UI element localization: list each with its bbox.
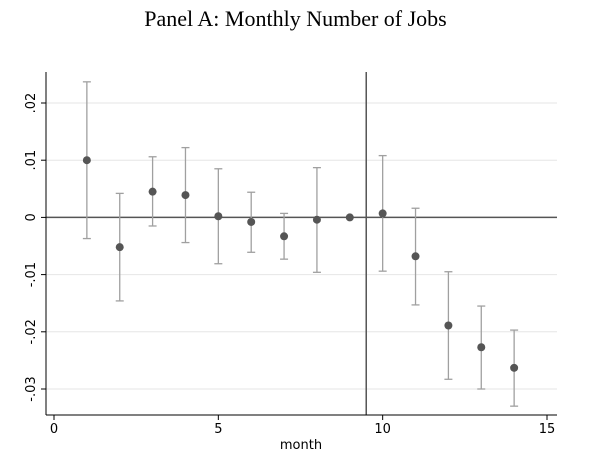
data-point xyxy=(444,321,453,330)
y-tick-label: .02 xyxy=(24,93,39,114)
error-bars xyxy=(82,81,519,407)
y-tick-label: -.03 xyxy=(24,376,39,401)
data-point xyxy=(247,217,256,226)
data-point xyxy=(280,232,289,241)
y-tick-label: -.02 xyxy=(24,319,39,344)
chart-title: Panel A: Monthly Number of Jobs xyxy=(144,6,447,31)
axes: .02 .01 0 -.01 -.02 -.03 0 5 10 15 xyxy=(24,72,557,437)
x-tick-label: 15 xyxy=(539,422,556,437)
data-point xyxy=(312,215,321,224)
data-point xyxy=(148,187,157,196)
data-point xyxy=(181,191,190,200)
x-tick-label: 0 xyxy=(50,422,58,437)
reference-lines xyxy=(46,72,557,415)
data-points xyxy=(82,156,519,372)
data-point xyxy=(378,209,387,218)
x-tick-label: 5 xyxy=(214,422,222,437)
data-point xyxy=(345,213,354,222)
data-point xyxy=(115,243,124,252)
data-point xyxy=(411,252,420,261)
y-tick-label: -.01 xyxy=(24,262,39,287)
data-point xyxy=(214,212,223,221)
data-point xyxy=(82,156,91,165)
y-tick-label: .01 xyxy=(24,150,39,171)
x-tick-label: 10 xyxy=(374,422,391,437)
data-point xyxy=(477,343,486,352)
data-point xyxy=(510,363,519,372)
y-tick-label: 0 xyxy=(24,213,39,221)
x-axis-label: month xyxy=(280,438,322,453)
